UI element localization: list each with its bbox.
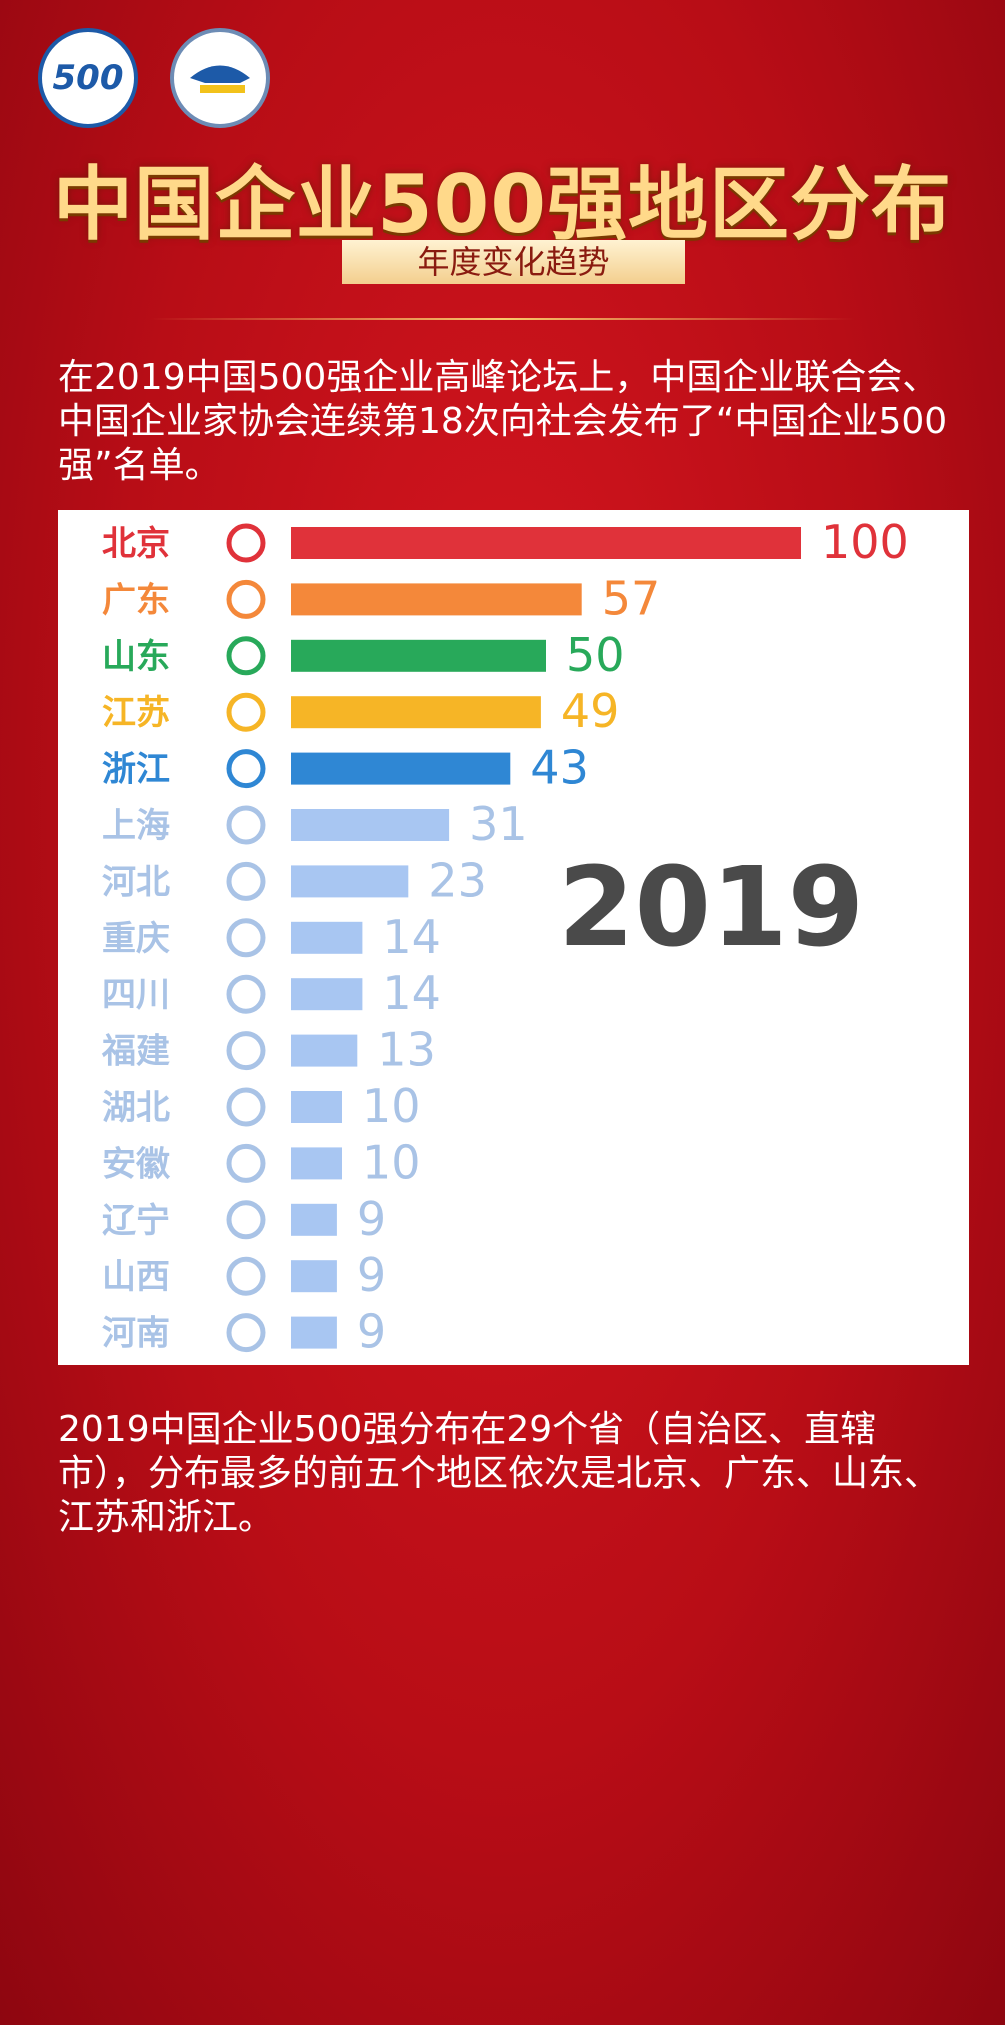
category-label: 广东	[102, 580, 170, 620]
title: 中国企业500强地区分布	[53, 158, 952, 251]
value-label: 49	[561, 684, 620, 738]
value-label: 50	[566, 628, 625, 682]
category-label: 安徽	[102, 1144, 171, 1184]
category-label: 四川	[102, 975, 170, 1015]
marker	[226, 918, 266, 958]
bar	[291, 1260, 337, 1293]
marker	[226, 1087, 266, 1127]
value-label: 31	[469, 797, 528, 851]
marker	[226, 861, 266, 901]
value-label: 9	[357, 1305, 386, 1359]
chart: 北京 100 广东 57 山东 50 江苏 49 浙江 43 上海 31 河北 23 重庆 14 四川 14 福建 1…	[101, 515, 909, 1359]
bar	[291, 1034, 358, 1067]
bar	[291, 809, 450, 841]
value-label: 57	[602, 571, 661, 625]
marker	[226, 805, 266, 845]
marker	[226, 579, 266, 619]
value-label: 9	[357, 1248, 386, 1302]
value-label: 14	[382, 910, 441, 964]
bar	[291, 583, 582, 616]
divider	[150, 318, 855, 320]
value-label: 10	[362, 1079, 421, 1133]
intro-text: 在2019中国500强企业高峰论坛上，中国企业联合会、中国企业家协会连续第18次…	[58, 357, 948, 486]
value-label: 10	[362, 1135, 421, 1189]
category-label: 上海	[102, 806, 170, 846]
marker	[226, 523, 266, 563]
subtitle: 年度变化趋势	[342, 240, 685, 284]
category-label: 河北	[102, 862, 170, 902]
logo-ceda	[170, 28, 270, 128]
year-label: 2019	[558, 843, 864, 971]
category-label: 浙江	[102, 750, 170, 790]
bar	[291, 696, 541, 729]
category-label: 重庆	[102, 919, 170, 959]
value-label: 9	[357, 1192, 386, 1246]
category-label: 山东	[102, 637, 170, 677]
marker	[226, 1256, 266, 1296]
marker	[226, 636, 266, 676]
footer-text: 2019中国企业500强分布在29个省（自治区、直辖市），分布最多的前五个地区依…	[58, 1409, 941, 1538]
bar	[291, 978, 363, 1011]
marker	[226, 1031, 266, 1071]
marker	[226, 749, 266, 789]
bar	[291, 1203, 337, 1236]
category-label: 河南	[102, 1314, 170, 1354]
value-label: 100	[821, 515, 909, 569]
marker	[226, 1313, 266, 1353]
value-label: 43	[530, 741, 589, 795]
bar	[291, 527, 801, 559]
bar	[291, 921, 363, 954]
category-label: 山西	[102, 1257, 170, 1297]
category-label: 湖北	[102, 1088, 170, 1128]
value-label: 14	[382, 966, 441, 1020]
category-label: 北京	[102, 524, 170, 564]
logo: 500	[38, 28, 138, 128]
value-label: 23	[428, 853, 487, 907]
category-label: 江苏	[102, 693, 170, 733]
category-label: 辽宁	[102, 1201, 170, 1241]
bar	[291, 1147, 342, 1180]
bar	[291, 1316, 337, 1349]
bar	[291, 1091, 342, 1123]
chart-panel: 北京 100 广东 57 山东 50 江苏 49 浙江 43 上海 31 河北 23 重庆 14 四川 14 福建 1…	[58, 510, 969, 1365]
logo-icon	[190, 65, 250, 93]
value-label: 13	[377, 1023, 436, 1077]
marker	[226, 692, 266, 732]
bar	[291, 865, 409, 898]
marker	[226, 974, 266, 1014]
bar	[291, 639, 546, 672]
marker	[226, 1200, 266, 1240]
category-label: 福建	[101, 1032, 170, 1072]
marker	[226, 1143, 266, 1183]
bar	[291, 752, 511, 785]
